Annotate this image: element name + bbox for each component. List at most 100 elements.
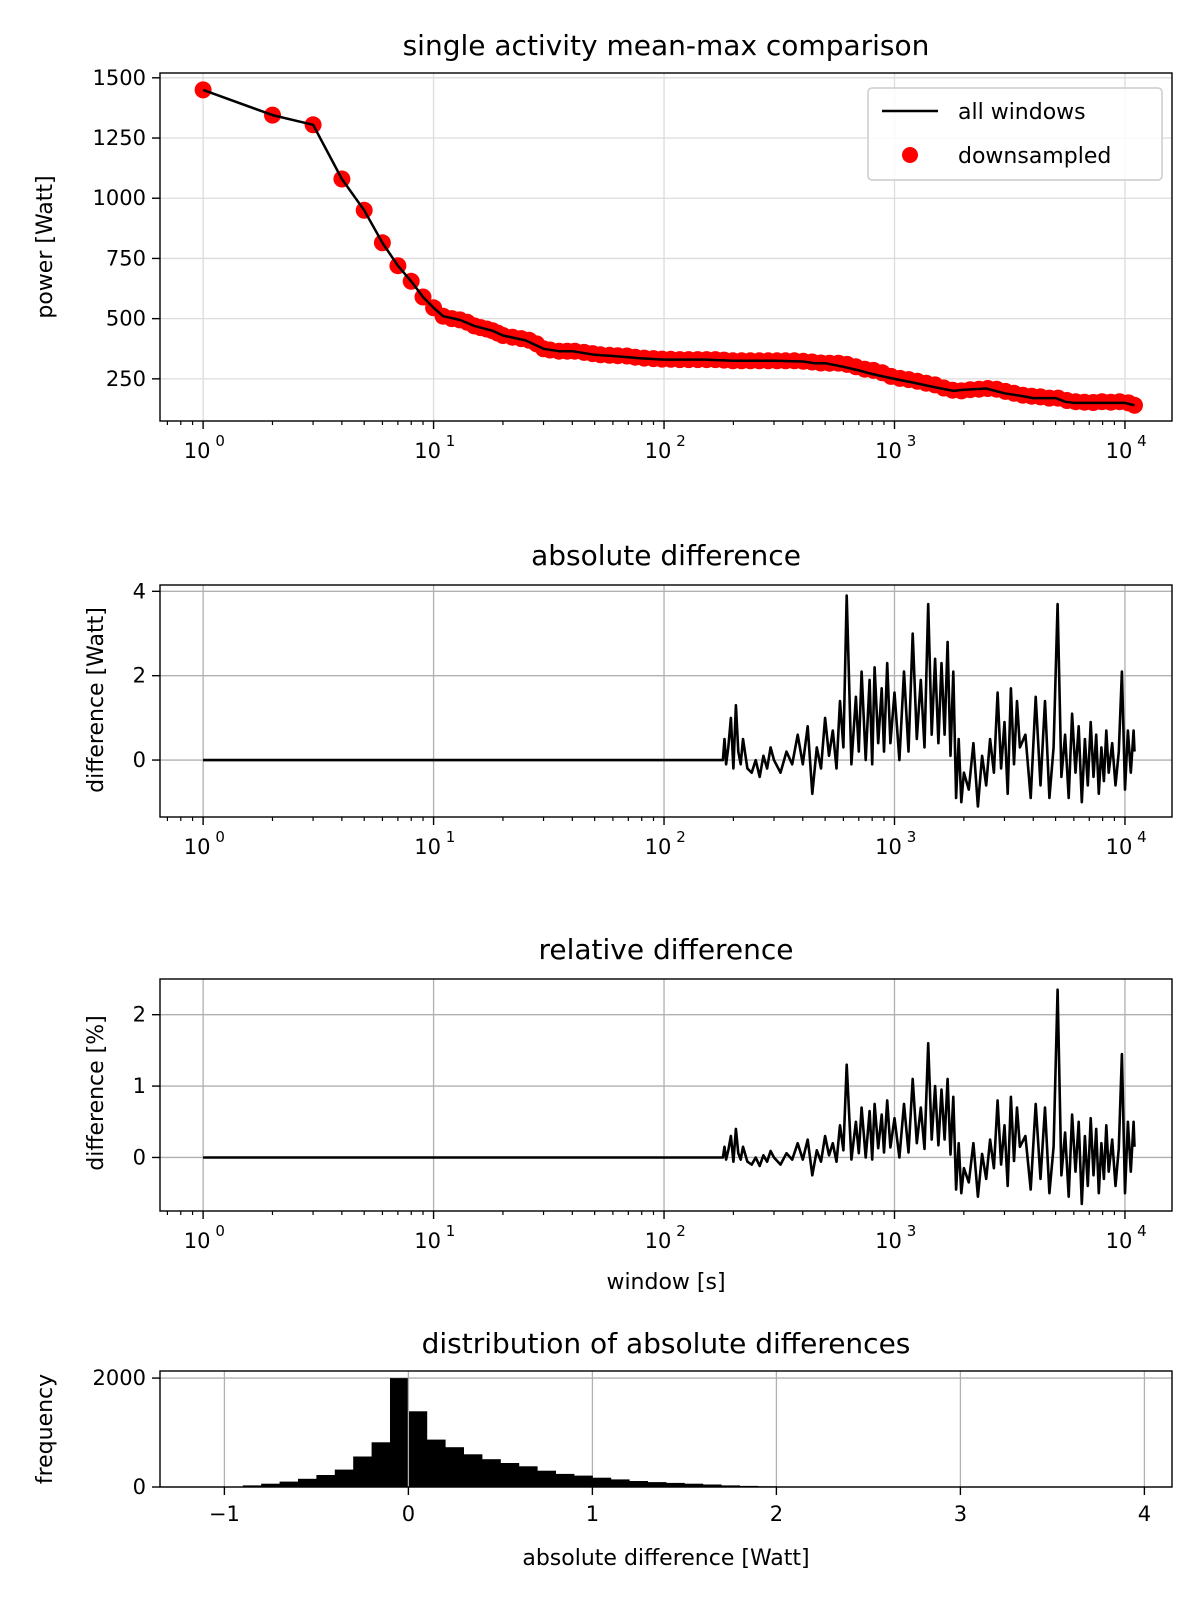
histogram-bar [445,1447,464,1487]
x-tick-exponent: 0 [215,828,225,846]
x-tick-exponent: 0 [215,1222,225,1240]
x-tick-label: 10 [184,1229,211,1253]
absolute-difference-line [203,594,1136,808]
x-tick-label: 10 [414,439,441,463]
histogram-bar [261,1483,280,1487]
histogram-bar [316,1475,336,1487]
axes-frame [159,1370,1173,1488]
histogram-bar [518,1466,538,1487]
x-tick-label: 10 [645,1229,672,1253]
x-tick-exponent: 3 [907,432,917,450]
y-tick-label: 1250 [93,126,146,150]
x-tick-exponent: 4 [1137,1222,1147,1240]
power-chart-ylabel: power [Watt] [33,175,58,318]
axes-frame [159,584,1173,818]
x-tick-exponent: 1 [446,432,456,450]
x-tick-label: 10 [414,1229,441,1253]
x-tick-label: 10 [1106,835,1133,859]
x-tick-label: 10 [875,439,902,463]
x-tick-label: 10 [1106,439,1133,463]
histogram-bar [666,1482,685,1487]
absolute-difference-title: absolute difference [531,539,801,572]
legend-frame [867,87,1163,181]
histogram-chart: −1 0 1 2 3 4 0 2000 distribution of absolute di… [33,1327,1173,1571]
x-tick-exponent: 3 [907,1222,917,1240]
x-tick-exponent: 1 [446,828,456,846]
x-tick-exponent: 2 [676,432,686,450]
x-tick-exponent: 2 [676,828,686,846]
x-tick-label: −1 [209,1502,240,1526]
x-tick-label: 2 [770,1502,783,1526]
y-tick-label: 1 [133,1074,146,1098]
histogram-title: distribution of absolute differences [422,1327,911,1360]
histogram-xlabel: absolute difference [Watt] [522,1546,809,1571]
legend-point-swatch [902,147,918,163]
histogram-bar [647,1482,667,1487]
histogram-bar [482,1459,501,1487]
axes-frame [159,72,1173,422]
relative-difference-title: relative difference [538,933,793,966]
y-tick-label: 0 [133,1145,146,1169]
legend-entry-downsampled: downsampled [958,144,1111,169]
histogram-bar [390,1378,409,1487]
histogram-bar [592,1477,612,1487]
histogram-bar [426,1439,446,1487]
relative-difference-ylabel: difference [%] [84,1015,109,1171]
histogram-ylabel: frequency [33,1374,58,1484]
x-tick-label: 10 [1106,1229,1133,1253]
histogram-bar [702,1484,722,1487]
y-tick-label: 0 [133,1475,146,1499]
x-tick-label: 10 [414,835,441,859]
histogram-bar [721,1485,740,1487]
histogram-bar [408,1411,428,1487]
x-tick-label: 0 [402,1502,415,1526]
x-tick-exponent: 1 [446,1222,456,1240]
y-tick-label: 750 [106,246,146,270]
histogram-bar [500,1463,520,1487]
absolute-difference-ylabel: difference [Watt] [84,607,109,793]
histogram-bar [629,1481,648,1487]
power-chart-legend: all windows downsampled [867,87,1163,181]
x-tick-label: 10 [875,1229,902,1253]
y-tick-label: 2 [133,664,146,688]
histogram-bar [574,1475,593,1487]
histogram-bar [555,1473,575,1487]
relative-difference-line [203,988,1136,1206]
y-tick-label: 500 [106,307,146,331]
y-tick-label: 250 [106,367,146,391]
x-tick-exponent: 2 [676,1222,686,1240]
histogram-axes: −1 0 1 2 3 4 0 2000 [93,1366,1173,1526]
histogram-bar [537,1470,556,1487]
y-tick-label: 2000 [93,1366,146,1390]
x-tick-exponent: 4 [1137,432,1147,450]
x-tick-label: 10 [875,835,902,859]
histogram-bar [242,1485,262,1487]
histogram-bar [371,1442,391,1487]
y-tick-label: 0 [133,748,146,772]
histogram-bar [298,1478,317,1487]
x-tick-label: 1 [586,1502,599,1526]
x-tick-label: 4 [1138,1502,1151,1526]
x-tick-exponent: 3 [907,828,917,846]
x-tick-label: 10 [184,835,211,859]
y-tick-label: 2 [133,1003,146,1027]
x-tick-exponent: 0 [215,432,225,450]
histogram-bar [684,1483,704,1487]
x-tick-label: 10 [645,439,672,463]
x-tick-label: 3 [954,1502,967,1526]
histogram-bar [463,1454,483,1487]
axes-frame [159,978,1173,1212]
x-tick-exponent: 4 [1137,828,1147,846]
x-tick-label: 10 [645,835,672,859]
power-chart-title: single activity mean-max comparison [403,29,930,62]
histogram-bar [610,1479,630,1487]
y-tick-label: 4 [133,579,146,603]
